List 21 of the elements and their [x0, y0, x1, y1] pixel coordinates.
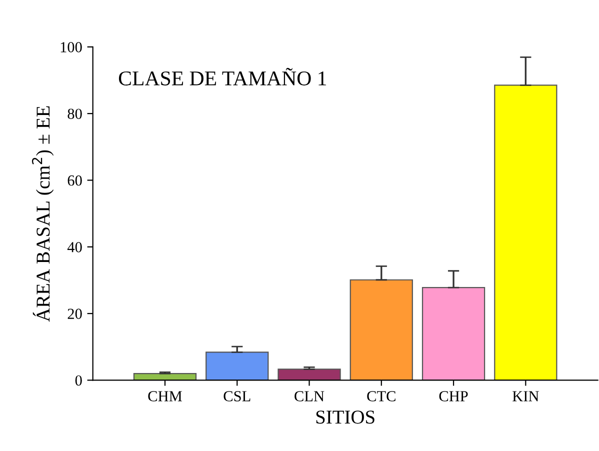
x-tick-label: CTC: [367, 391, 396, 402]
x-tick-label: CLN: [294, 391, 324, 402]
y-tick-label: 20: [68, 308, 82, 319]
text: CLASE DE TAMAÑO 1: [118, 68, 326, 86]
bar: [350, 279, 413, 380]
x-tick-label: CSL: [224, 391, 250, 402]
bar: [494, 84, 558, 380]
y-tick-label: 80: [68, 108, 82, 120]
bar: [422, 286, 486, 380]
y-tick-label: 100: [60, 42, 82, 52]
x-axis-title: SITIOS: [316, 410, 374, 424]
y-tick-label: 60: [68, 175, 82, 186]
y-tick-label: 40: [67, 242, 82, 252]
bar: [278, 368, 341, 380]
x-tick-label: CHM: [148, 391, 182, 402]
y-axis-title: ÁREA BASAL (cm$^{2}$) ± EE: [32, 106, 54, 322]
bar: [206, 352, 269, 380]
x-tick-label: CHP: [439, 391, 468, 402]
x-tick-label: KIN: [512, 391, 539, 402]
y-tick-label: 0: [75, 375, 82, 386]
bar: [133, 372, 197, 380]
